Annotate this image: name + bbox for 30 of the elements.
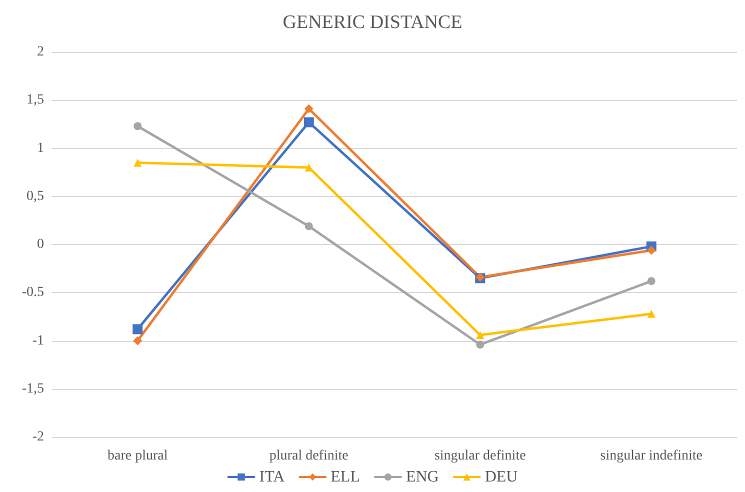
point: [304, 117, 314, 128]
point: [646, 246, 656, 255]
x-tick-label: singular indefinite: [600, 448, 703, 464]
legend-label: DEU: [484, 468, 518, 486]
y-tick-label: -2: [32, 430, 44, 444]
y-tick-label: 0,5: [26, 188, 44, 204]
point: [476, 330, 484, 339]
legend-label: ELL: [330, 468, 360, 486]
point: [132, 324, 143, 334]
x-tick-label: singular definite: [434, 448, 526, 464]
point: [647, 310, 656, 318]
y-tick-label: 1: [37, 140, 44, 156]
point: [304, 104, 314, 114]
y-tick-label: -1: [32, 333, 44, 348]
legend-label: ITA: [259, 468, 286, 486]
point: [304, 222, 313, 230]
y-tick-label: -1,5: [22, 381, 44, 396]
legend-label: ENG: [406, 468, 440, 486]
point: [647, 277, 656, 286]
chart-title: GENERIC DISTANCE: [282, 12, 462, 33]
x-tick-label: plural definite: [269, 448, 348, 464]
point: [133, 336, 142, 346]
point: [476, 340, 484, 349]
y-tick-label: 0: [37, 237, 44, 252]
point: [134, 122, 142, 130]
y-tick-label: 2: [37, 44, 44, 60]
point: [134, 158, 142, 167]
y-tick-label: -0.5: [22, 285, 44, 300]
y-tick-label: 1,5: [26, 92, 44, 108]
x-tick-label: bare plural: [108, 448, 168, 464]
